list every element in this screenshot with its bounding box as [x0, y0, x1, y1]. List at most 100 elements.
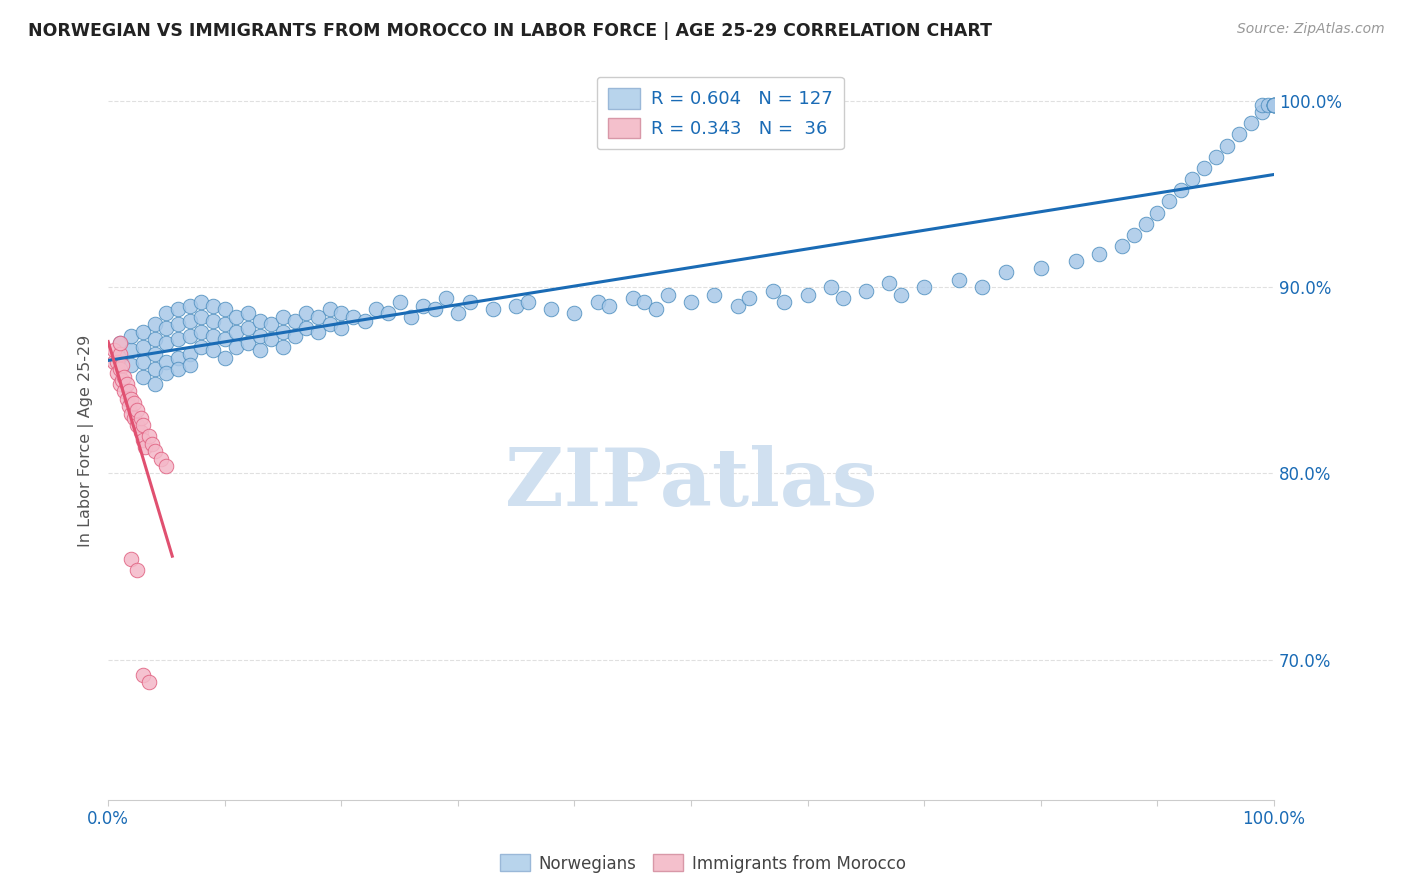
Point: [190, 310, 212, 324]
Point: [167, 362, 190, 376]
Point: [271, 310, 294, 324]
Point: [271, 325, 294, 339]
Point: [972, 280, 994, 294]
Point: [249, 343, 271, 358]
Point: [155, 458, 177, 473]
Point: [1064, 254, 1087, 268]
Point: [134, 441, 156, 455]
Point: [141, 436, 163, 450]
Point: [132, 354, 155, 368]
Point: [727, 299, 749, 313]
Point: [143, 347, 166, 361]
Point: [271, 340, 294, 354]
Point: [657, 287, 679, 301]
Point: [179, 313, 201, 327]
Text: Source: ZipAtlas.com: Source: ZipAtlas.com: [1237, 22, 1385, 37]
Legend: Norwegians, Immigrants from Morocco: Norwegians, Immigrants from Morocco: [494, 847, 912, 880]
Point: [155, 354, 177, 368]
Point: [225, 340, 247, 354]
Point: [103, 343, 125, 358]
Point: [155, 336, 177, 351]
Point: [179, 299, 201, 313]
Point: [114, 369, 136, 384]
Point: [948, 273, 970, 287]
Point: [353, 313, 375, 327]
Point: [155, 321, 177, 335]
Point: [1227, 128, 1250, 142]
Point: [1135, 217, 1157, 231]
Point: [108, 347, 131, 361]
Point: [249, 328, 271, 343]
Point: [1205, 150, 1227, 164]
Point: [890, 287, 912, 301]
Point: [318, 302, 340, 317]
Point: [214, 318, 236, 332]
Point: [318, 318, 340, 332]
Point: [214, 351, 236, 365]
Point: [366, 302, 388, 317]
Point: [107, 366, 129, 380]
Point: [103, 354, 125, 368]
Point: [167, 318, 190, 332]
Point: [1146, 205, 1168, 219]
Point: [108, 336, 131, 351]
Point: [111, 373, 134, 387]
Point: [762, 284, 785, 298]
Point: [564, 306, 586, 320]
Point: [330, 321, 353, 335]
Point: [1170, 183, 1192, 197]
Point: [260, 332, 283, 346]
Point: [1263, 97, 1285, 112]
Point: [1263, 97, 1285, 112]
Point: [377, 306, 399, 320]
Point: [598, 299, 620, 313]
Point: [831, 291, 853, 305]
Point: [796, 287, 818, 301]
Point: [1263, 97, 1285, 112]
Point: [703, 287, 725, 301]
Point: [679, 295, 702, 310]
Point: [155, 366, 177, 380]
Point: [132, 433, 155, 447]
Point: [1088, 246, 1111, 260]
Point: [236, 336, 259, 351]
Point: [138, 675, 160, 690]
Point: [129, 410, 152, 425]
Point: [458, 295, 481, 310]
Point: [155, 306, 177, 320]
Point: [621, 291, 644, 305]
Point: [179, 328, 201, 343]
Point: [236, 306, 259, 320]
Point: [121, 328, 143, 343]
Point: [132, 325, 155, 339]
Point: [143, 318, 166, 332]
Point: [132, 369, 155, 384]
Point: [202, 299, 225, 313]
Point: [1157, 194, 1180, 209]
Point: [645, 302, 668, 317]
Point: [307, 325, 329, 339]
Point: [1192, 161, 1215, 175]
Point: [111, 359, 134, 373]
Point: [738, 291, 761, 305]
Point: [202, 313, 225, 327]
Point: [1111, 239, 1133, 253]
Point: [114, 384, 136, 399]
Point: [149, 451, 172, 466]
Point: [167, 351, 190, 365]
Point: [307, 310, 329, 324]
Point: [1123, 227, 1146, 242]
Text: NORWEGIAN VS IMMIGRANTS FROM MOROCCO IN LABOR FORCE | AGE 25-29 CORRELATION CHAR: NORWEGIAN VS IMMIGRANTS FROM MOROCCO IN …: [28, 22, 993, 40]
Point: [401, 310, 423, 324]
Point: [214, 302, 236, 317]
Point: [121, 552, 143, 566]
Point: [820, 280, 842, 294]
Point: [122, 410, 145, 425]
Point: [1257, 97, 1279, 112]
Point: [122, 395, 145, 409]
Point: [412, 299, 434, 313]
Point: [877, 277, 900, 291]
Point: [540, 302, 562, 317]
Point: [225, 310, 247, 324]
Point: [295, 321, 318, 335]
